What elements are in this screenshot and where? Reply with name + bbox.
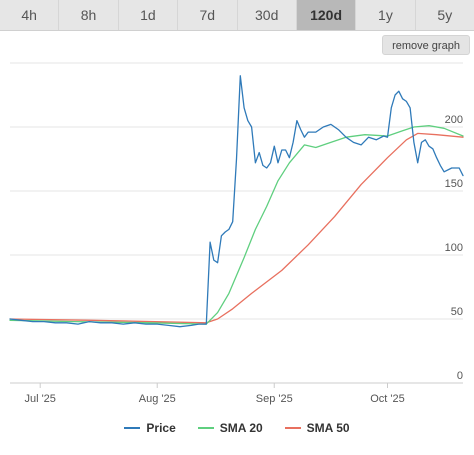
legend-item-price[interactable]: Price — [124, 421, 176, 435]
x-tick-label: Sep '25 — [256, 393, 293, 405]
tab-7d[interactable]: 7d — [178, 0, 238, 30]
series-line-sma-50 — [9, 132, 464, 324]
legend-label: SMA 50 — [306, 421, 350, 435]
tab-8h[interactable]: 8h — [59, 0, 119, 30]
legend-label: SMA 20 — [219, 421, 263, 435]
price-chart: 0 50 100 150 200 Jul '25 Aug '25 Sep '25 Oct '2… — [9, 62, 464, 405]
y-axis-ticks: 0 50 100 150 200 — [445, 114, 463, 382]
tab-30d[interactable]: 30d — [238, 0, 297, 30]
remove-graph-button[interactable]: remove graph — [382, 35, 470, 55]
legend-item-sma-20[interactable]: SMA 20 — [197, 421, 263, 435]
legend-swatch — [124, 427, 141, 429]
tab-1d[interactable]: 1d — [119, 0, 179, 30]
y-tick-label: 0 — [457, 370, 463, 382]
y-tick-label: 150 — [445, 178, 463, 190]
chart-legend: Price SMA 20 SMA 50 — [0, 421, 474, 435]
x-axis-ticks: Jul '25 Aug '25 Sep '25 Oct '25 — [24, 383, 405, 405]
tab-120d[interactable]: 120d — [296, 0, 357, 30]
legend-label: Price — [146, 421, 176, 435]
y-tick-label: 100 — [445, 242, 463, 254]
legend-item-sma-50[interactable]: SMA 50 — [284, 421, 350, 435]
x-tick-label: Aug '25 — [139, 393, 176, 405]
time-range-tabs: 4h 8h 1d 7d 30d 120d 1y 5y — [0, 0, 474, 31]
tab-4h[interactable]: 4h — [0, 0, 60, 30]
series-line-sma-20 — [9, 125, 464, 325]
y-tick-label: 50 — [451, 306, 463, 318]
x-tick-label: Jul '25 — [24, 393, 55, 405]
legend-swatch — [284, 427, 301, 429]
chart-series — [9, 75, 464, 328]
legend-swatch — [197, 427, 214, 429]
chart-grid — [10, 62, 463, 384]
x-tick-label: Oct '25 — [370, 393, 405, 405]
series-line-price — [9, 75, 464, 328]
tab-5y[interactable]: 5y — [437, 7, 453, 23]
tab-1y[interactable]: 1y — [356, 0, 416, 30]
y-tick-label: 200 — [445, 114, 463, 126]
